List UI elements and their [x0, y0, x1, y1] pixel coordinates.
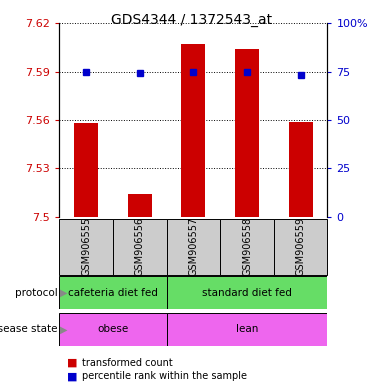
- Bar: [167, 219, 220, 275]
- Text: GDS4344 / 1372543_at: GDS4344 / 1372543_at: [111, 13, 272, 27]
- Text: protocol: protocol: [15, 288, 57, 298]
- Text: cafeteria diet fed: cafeteria diet fed: [68, 288, 158, 298]
- Bar: [59, 276, 167, 309]
- Text: GSM906556: GSM906556: [135, 217, 145, 276]
- Bar: [167, 276, 327, 309]
- Text: ■: ■: [67, 371, 77, 381]
- Text: ■: ■: [67, 358, 77, 368]
- Text: ▶: ▶: [60, 324, 68, 334]
- Bar: [113, 219, 167, 275]
- Text: GSM906559: GSM906559: [296, 217, 306, 276]
- Text: disease state: disease state: [0, 324, 57, 334]
- Text: percentile rank within the sample: percentile rank within the sample: [82, 371, 247, 381]
- Text: transformed count: transformed count: [82, 358, 173, 368]
- Bar: [182, 44, 205, 217]
- Bar: [167, 313, 327, 346]
- Bar: [59, 219, 113, 275]
- Text: standard diet fed: standard diet fed: [202, 288, 292, 298]
- Bar: [274, 219, 327, 275]
- Bar: [128, 194, 152, 217]
- Bar: [235, 49, 259, 217]
- Bar: [74, 123, 98, 217]
- Text: ▶: ▶: [60, 288, 68, 298]
- Text: GSM906557: GSM906557: [188, 217, 198, 276]
- Text: GSM906555: GSM906555: [81, 217, 91, 276]
- Text: GSM906558: GSM906558: [242, 217, 252, 276]
- Text: obese: obese: [97, 324, 129, 334]
- Text: lean: lean: [236, 324, 258, 334]
- Bar: [220, 219, 274, 275]
- Bar: [289, 122, 313, 217]
- Bar: [59, 313, 167, 346]
